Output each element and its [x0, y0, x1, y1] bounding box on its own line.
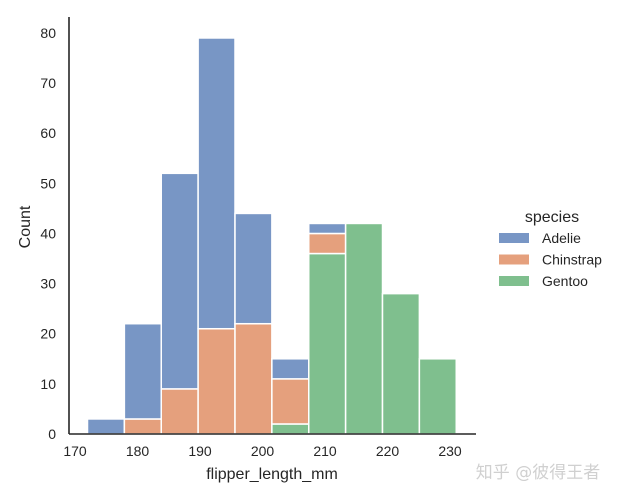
y-tick-label: 80 [40, 25, 56, 41]
bar-chinstrap [234, 322, 273, 435]
y-tick-label: 60 [40, 125, 56, 141]
x-tick-label: 170 [63, 443, 87, 459]
legend-swatch-chinstrap [499, 254, 529, 265]
bar-adelie [234, 212, 273, 325]
bar-chinstrap [160, 388, 199, 435]
bar-chinstrap [271, 378, 310, 425]
x-tick-label: 200 [251, 443, 275, 459]
bar-gentoo [381, 292, 421, 435]
y-tick-label: 50 [40, 175, 56, 191]
bar-adelie [160, 172, 199, 390]
y-tick-label: 30 [40, 276, 56, 292]
legend-swatch-adelie [499, 233, 529, 243]
legend-swatch-gentoo [499, 276, 529, 286]
y-tick-label: 70 [40, 75, 56, 91]
bar-gentoo [418, 358, 457, 435]
y-tick-label: 20 [40, 326, 56, 342]
legend-label-adelie: Adelie [542, 230, 581, 246]
x-tick-label: 230 [438, 443, 462, 459]
x-axis-label: flipper_length_mm [206, 466, 338, 483]
bar-chinstrap [308, 232, 347, 255]
x-tick-label: 180 [126, 443, 150, 459]
y-axis-label: Count [17, 205, 34, 248]
y-tick-label: 10 [40, 376, 56, 392]
bar-adelie [308, 222, 347, 235]
bar-adelie [86, 418, 126, 435]
watermark: 知乎 @彼得王者 [476, 463, 600, 483]
bar-chinstrap [197, 327, 236, 435]
bar-adelie [271, 358, 310, 380]
bar-adelie [197, 37, 236, 330]
bar-adelie [123, 322, 162, 420]
y-tick-label: 40 [40, 225, 56, 241]
bar-gentoo [271, 423, 310, 435]
legend-label-gentoo: Gentoo [542, 273, 588, 289]
bar-chinstrap [123, 418, 162, 435]
bar-gentoo [308, 252, 347, 435]
y-tick-label: 0 [48, 426, 56, 442]
bar-gentoo [344, 222, 384, 435]
legend-title: species [525, 209, 579, 226]
x-tick-label: 210 [313, 443, 337, 459]
legend-label-chinstrap: Chinstrap [542, 252, 602, 268]
x-tick-label: 220 [376, 443, 400, 459]
x-tick-label: 190 [188, 443, 212, 459]
